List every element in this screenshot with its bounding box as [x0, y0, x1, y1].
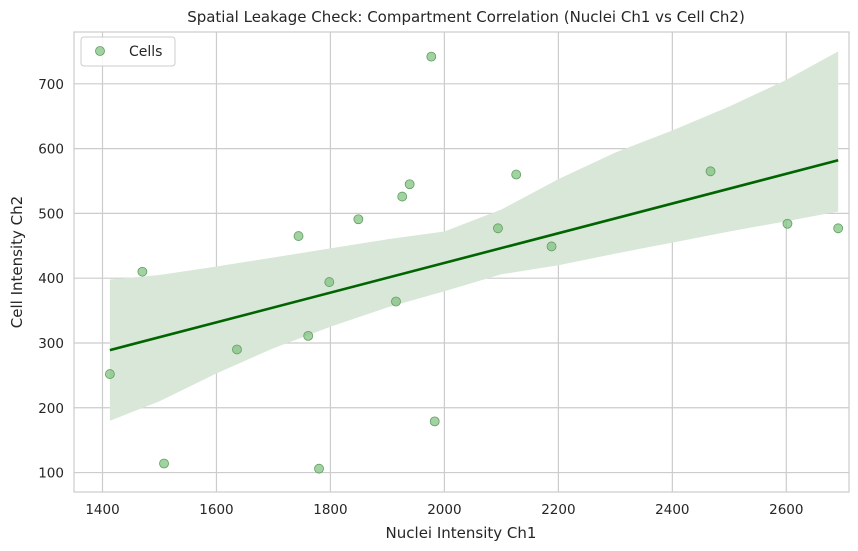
legend-label: Cells — [129, 44, 162, 60]
data-point — [159, 458, 169, 469]
regression-line — [109, 159, 839, 352]
legend-box — [80, 36, 176, 67]
x-tick-label: 1800 — [313, 502, 347, 518]
x-tick-label: 1400 — [85, 502, 119, 518]
confidence-band — [109, 51, 839, 421]
x-axis-ticks: 1400 1600 1800 2000 2200 2400 2600 — [85, 502, 803, 518]
y-tick-label: 700 — [38, 77, 64, 93]
y-axis-label: Cell Intensity Ch2 — [8, 196, 26, 328]
data-point — [137, 266, 148, 277]
y-tick-label: 500 — [38, 206, 64, 222]
data-point — [429, 416, 440, 427]
data-point — [303, 330, 314, 341]
legend: Cells — [80, 36, 176, 67]
y-tick-label: 100 — [38, 466, 64, 482]
data-point — [314, 463, 324, 474]
data-point — [426, 51, 437, 62]
x-tick-label: 2000 — [427, 502, 461, 518]
data-point — [105, 369, 115, 379]
plot-frame — [73, 31, 850, 493]
x-tick-label: 2600 — [769, 502, 803, 518]
data-point — [511, 169, 522, 180]
chart-title: Spatial Leakage Check: Compartment Corre… — [187, 8, 745, 26]
data-point — [353, 214, 364, 225]
data-point — [493, 223, 503, 234]
data-points — [105, 51, 844, 474]
x-tick-label: 2200 — [541, 502, 575, 518]
y-axis-ticks: 100 200 300 400 500 600 700 — [38, 77, 64, 482]
y-tick-label: 400 — [38, 271, 64, 287]
data-point — [782, 218, 793, 229]
data-point — [833, 223, 844, 234]
data-point — [391, 296, 401, 307]
data-point — [232, 344, 242, 355]
data-point — [404, 179, 415, 190]
data-point — [546, 241, 557, 252]
data-point — [397, 191, 408, 202]
data-point — [324, 277, 335, 287]
legend-marker — [95, 46, 105, 56]
x-tick-label: 1600 — [199, 502, 233, 518]
y-tick-label: 600 — [38, 142, 64, 158]
y-tick-label: 300 — [38, 336, 64, 352]
data-point — [293, 231, 304, 241]
data-point — [705, 166, 716, 177]
y-tick-label: 200 — [38, 401, 64, 417]
x-axis-label: Nuclei Intensity Ch1 — [386, 524, 537, 542]
x-tick-label: 2400 — [655, 502, 689, 518]
